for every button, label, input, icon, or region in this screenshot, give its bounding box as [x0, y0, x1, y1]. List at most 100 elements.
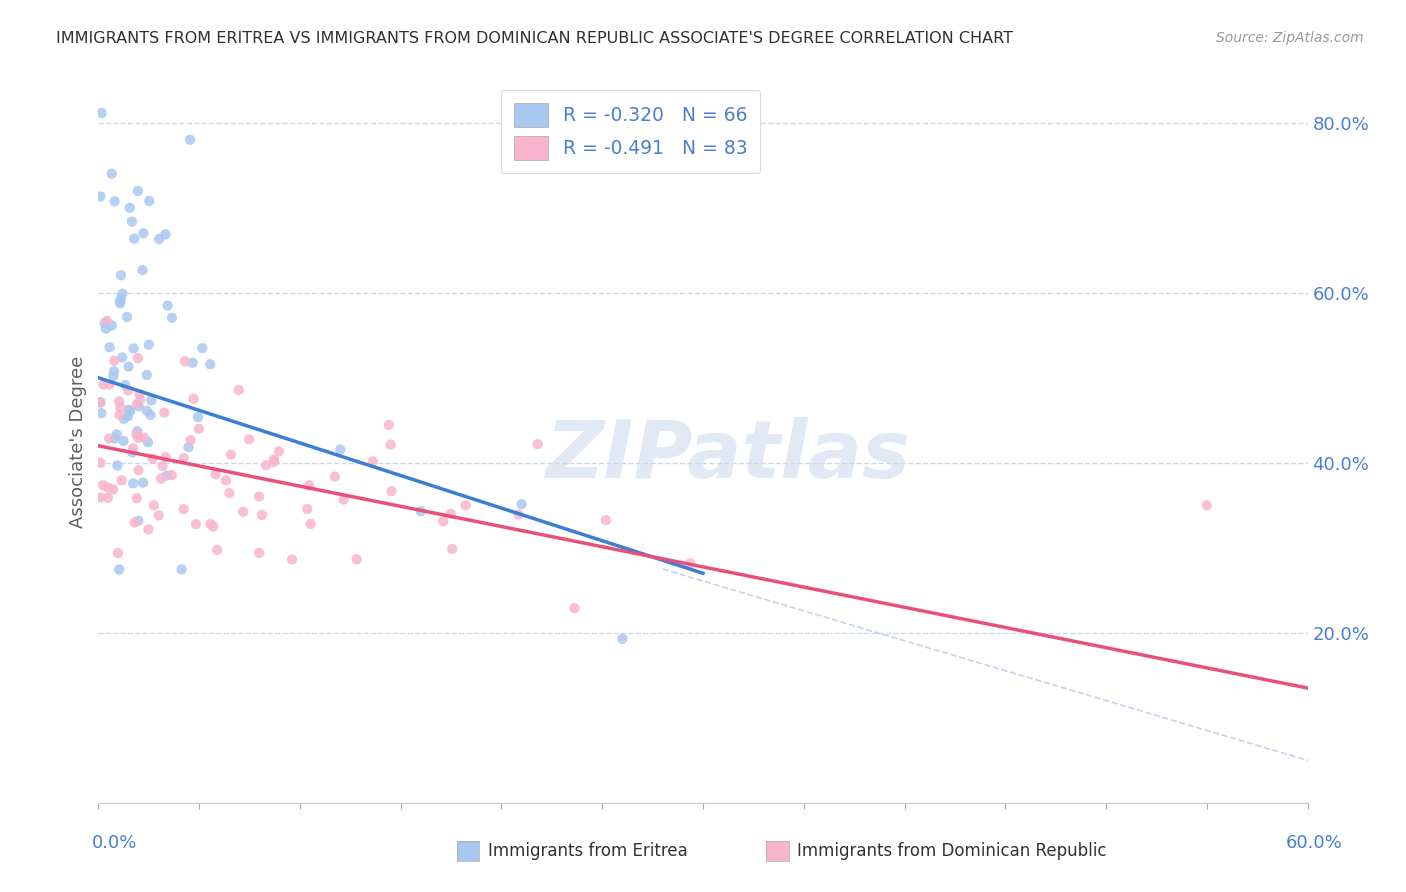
Point	[323, 469, 346, 483]
Point	[180, 434, 202, 448]
Point	[122, 442, 145, 456]
Point	[114, 378, 136, 392]
Point	[160, 310, 183, 325]
Point	[89, 189, 111, 203]
Point	[127, 351, 149, 366]
Point	[378, 417, 401, 432]
Point	[108, 394, 131, 409]
Point	[173, 354, 195, 368]
Point	[198, 357, 221, 371]
Point	[263, 452, 285, 467]
Point	[139, 408, 162, 422]
Point	[97, 491, 120, 505]
Point	[454, 498, 477, 512]
Point	[346, 552, 368, 566]
Point	[267, 444, 290, 458]
Point	[150, 472, 173, 486]
Point	[127, 424, 149, 438]
Point	[173, 502, 195, 516]
Point	[205, 543, 228, 558]
Point	[432, 515, 454, 529]
Point	[564, 601, 586, 615]
Point	[132, 227, 155, 241]
Point	[127, 463, 149, 477]
Point	[124, 516, 146, 530]
Point	[179, 133, 201, 147]
Point	[332, 492, 354, 507]
Point	[183, 392, 205, 406]
Point	[250, 508, 273, 522]
Point	[508, 508, 530, 522]
Point	[110, 292, 132, 306]
Point	[155, 227, 177, 242]
Text: Immigrants from Eritrea: Immigrants from Eritrea	[488, 842, 688, 860]
Point	[247, 490, 270, 504]
Point	[111, 351, 134, 365]
Point	[679, 556, 702, 570]
Point	[118, 403, 141, 417]
Point	[136, 435, 159, 450]
Text: IMMIGRANTS FROM ERITREA VS IMMIGRANTS FROM DOMINICAN REPUBLIC ASSOCIATE'S DEGREE: IMMIGRANTS FROM ERITREA VS IMMIGRANTS FR…	[56, 31, 1014, 46]
Point	[156, 468, 179, 483]
Point	[170, 562, 193, 576]
Point	[204, 467, 226, 482]
Point	[1195, 498, 1218, 512]
Point	[200, 516, 222, 531]
Point	[153, 405, 176, 419]
Point	[101, 483, 124, 497]
Point	[127, 431, 149, 445]
Point	[155, 450, 177, 464]
Point	[329, 442, 352, 457]
Point	[297, 502, 319, 516]
Point	[148, 508, 170, 523]
Point	[105, 427, 128, 442]
Point	[111, 286, 134, 301]
Point	[121, 445, 143, 459]
Point	[510, 497, 533, 511]
Text: ZIPatlas: ZIPatlas	[544, 417, 910, 495]
Point	[440, 507, 463, 521]
Point	[281, 552, 304, 566]
Point	[526, 437, 548, 451]
Point	[128, 399, 150, 413]
Point	[173, 451, 195, 466]
Point	[141, 393, 163, 408]
Point	[184, 517, 207, 532]
Point	[129, 392, 152, 407]
Point	[110, 296, 132, 310]
Text: Source: ZipAtlas.com: Source: ZipAtlas.com	[1216, 31, 1364, 45]
Point	[219, 448, 242, 462]
Text: Immigrants from Dominican Republic: Immigrants from Dominican Republic	[797, 842, 1107, 860]
Point	[132, 475, 155, 490]
Point	[103, 353, 125, 368]
Point	[247, 546, 270, 560]
Point	[238, 433, 260, 447]
Point	[127, 514, 149, 528]
Point	[125, 397, 148, 411]
Point	[138, 522, 160, 536]
Point	[595, 513, 617, 527]
Text: 0.0%: 0.0%	[91, 834, 136, 852]
Point	[100, 167, 122, 181]
Point	[117, 409, 139, 423]
Text: 60.0%: 60.0%	[1286, 834, 1343, 852]
Point	[122, 232, 145, 246]
Point	[122, 342, 145, 356]
Legend: R = -0.320   N = 66, R = -0.491   N = 83: R = -0.320 N = 66, R = -0.491 N = 83	[501, 90, 761, 173]
Point	[103, 368, 125, 383]
Point	[98, 377, 121, 392]
Point	[152, 459, 174, 474]
Point	[120, 404, 142, 418]
Point	[115, 310, 138, 324]
Point	[101, 318, 124, 333]
Point	[89, 456, 111, 470]
Point	[94, 321, 117, 335]
Point	[263, 455, 285, 469]
Point	[612, 632, 634, 646]
Point	[112, 434, 135, 448]
Point	[177, 440, 200, 454]
Point	[135, 368, 157, 382]
Point	[89, 395, 111, 409]
Point	[142, 451, 165, 466]
Point	[441, 542, 464, 557]
